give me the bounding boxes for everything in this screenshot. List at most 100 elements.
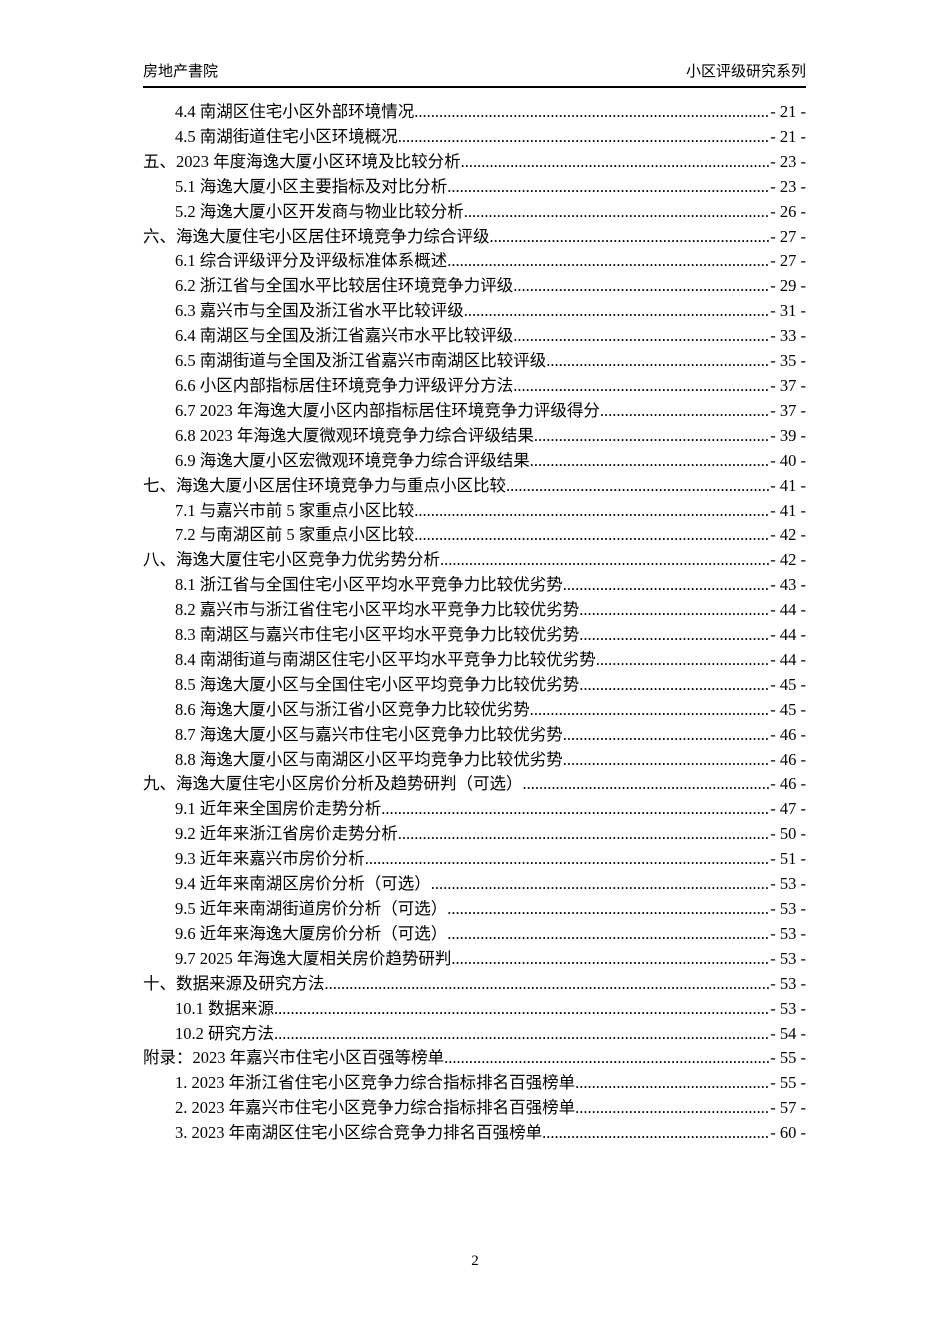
toc-entry-page-number: - 29 - bbox=[770, 276, 806, 296]
toc-dot-leader bbox=[381, 797, 770, 822]
toc-entry[interactable]: 8.5 海逸大厦小区与全国住宅小区平均竞争力比较优劣势 - 45 - bbox=[143, 673, 806, 698]
toc-entry[interactable]: 5.1 海逸大厦小区主要指标及对比分析 - 23 - bbox=[143, 175, 806, 200]
toc-entry[interactable]: 2. 2023 年嘉兴市住宅小区竞争力综合指标排名百强榜单 - 57 - bbox=[143, 1096, 806, 1121]
toc-dot-leader bbox=[464, 299, 771, 324]
toc-dot-leader bbox=[546, 349, 770, 374]
toc-dot-leader bbox=[464, 200, 771, 225]
toc-entry-title: 6.2 浙江省与全国水平比较居住环境竞争力评级 bbox=[175, 276, 514, 296]
toc-entry-page-number: - 51 - bbox=[770, 849, 806, 869]
toc-entry[interactable]: 8.3 南湖区与嘉兴市住宅小区平均水平竞争力比较优劣势 - 44 - bbox=[143, 623, 806, 648]
toc-entry-page-number: - 31 - bbox=[770, 301, 806, 321]
toc-entry[interactable]: 附录：2023 年嘉兴市住宅小区百强等榜单 - 55 - bbox=[143, 1046, 806, 1071]
toc-dot-leader bbox=[579, 598, 770, 623]
toc-entry[interactable]: 9.5 近年来南湖街道房价分析（可选） - 53 - bbox=[143, 897, 806, 922]
toc-dot-leader bbox=[274, 997, 770, 1022]
toc-entry[interactable]: 9.7 2025 年海逸大厦相关房价趋势研判 - 53 - bbox=[143, 947, 806, 972]
toc-entry-title: 9.4 近年来南湖区房价分析（可选） bbox=[175, 874, 431, 894]
toc-entry-page-number: - 42 - bbox=[770, 525, 806, 545]
toc-entry-title: 8.6 海逸大厦小区与浙江省小区竞争力比较优劣势 bbox=[175, 699, 530, 719]
toc-entry-page-number: - 41 - bbox=[770, 475, 806, 495]
toc-entry[interactable]: 九、海逸大厦住宅小区房价分析及趋势研判（可选） - 46 - bbox=[143, 772, 806, 797]
header-right-title: 小区评级研究系列 bbox=[685, 63, 806, 80]
toc-entry[interactable]: 10.2 研究方法 - 54 - bbox=[143, 1022, 806, 1047]
toc-entry-page-number: - 46 - bbox=[770, 774, 806, 794]
toc-entry-page-number: - 54 - bbox=[770, 1023, 806, 1043]
toc-entry[interactable]: 9.2 近年来浙江省房价走势分析 - 50 - bbox=[143, 822, 806, 847]
toc-entry-title: 10.2 研究方法 bbox=[175, 1023, 274, 1043]
toc-entry[interactable]: 8.4 南湖街道与南湖区住宅小区平均水平竞争力比较优劣势 - 44 - bbox=[143, 648, 806, 673]
toc-entry[interactable]: 4.4 南湖区住宅小区外部环境情况 - 21 - bbox=[143, 100, 806, 125]
toc-entry[interactable]: 7.2 与南湖区前 5 家重点小区比较 - 42 - bbox=[143, 523, 806, 548]
toc-entry-page-number: - 53 - bbox=[770, 899, 806, 918]
toc-entry-title: 8.1 浙江省与全国住宅小区平均水平竞争力比较优劣势 bbox=[175, 575, 563, 595]
toc-entry[interactable]: 8.7 海逸大厦小区与嘉兴市住宅小区竞争力比较优劣势 - 46 - bbox=[143, 723, 806, 748]
toc-dot-leader bbox=[513, 274, 770, 299]
toc-entry[interactable]: 9.4 近年来南湖区房价分析（可选） - 53 - bbox=[143, 872, 806, 897]
toc-entry[interactable]: 8.8 海逸大厦小区与南湖区小区平均竞争力比较优劣势 - 46 - bbox=[143, 748, 806, 773]
toc-entry[interactable]: 10.1 数据来源 - 53 - bbox=[143, 997, 806, 1022]
toc-entry-page-number: - 27 - bbox=[770, 226, 806, 246]
toc-entry[interactable]: 9.3 近年来嘉兴市房价分析 - 51 - bbox=[143, 847, 806, 872]
toc-entry-page-number: - 50 - bbox=[770, 824, 806, 844]
toc-dot-leader bbox=[447, 922, 770, 947]
toc-entry[interactable]: 6.1 综合评级评分及评级标准体系概述 - 27 - bbox=[143, 249, 806, 274]
toc-entry[interactable]: 8.2 嘉兴市与浙江省住宅小区平均水平竞争力比较优劣势 - 44 - bbox=[143, 598, 806, 623]
toc-entry[interactable]: 8.1 浙江省与全国住宅小区平均水平竞争力比较优劣势 - 43 - bbox=[143, 573, 806, 598]
toc-entry-page-number: - 53 - bbox=[770, 998, 806, 1018]
toc-dot-leader bbox=[365, 847, 771, 872]
toc-entry-title: 6.6 小区内部指标居住环境竞争力评级评分方法 bbox=[175, 375, 514, 395]
toc-dot-leader bbox=[490, 225, 771, 250]
toc-entry[interactable]: 6.3 嘉兴市与全国及浙江省水平比较评级 - 31 - bbox=[143, 299, 806, 324]
toc-entry[interactable]: 9.6 近年来海逸大厦房价分析（可选） - 53 - bbox=[143, 922, 806, 947]
page-number: 2 bbox=[471, 1253, 479, 1269]
toc-entry-page-number: - 43 - bbox=[770, 575, 806, 595]
toc-entry[interactable]: 八、海逸大厦住宅小区竞争力优劣势分析 - 42 - bbox=[143, 548, 806, 573]
toc-entry-title: 7.2 与南湖区前 5 家重点小区比较 bbox=[175, 525, 415, 545]
toc-entry[interactable]: 6.2 浙江省与全国水平比较居住环境竞争力评级 - 29 - bbox=[143, 274, 806, 299]
toc-dot-leader bbox=[398, 822, 771, 847]
toc-entry[interactable]: 五、2023 年度海逸大厦小区环境及比较分析 - 23 - bbox=[143, 150, 806, 175]
toc-list: 4.4 南湖区住宅小区外部环境情况 - 21 - 4.5 南湖街道住宅小区环境概… bbox=[143, 100, 806, 1146]
toc-entry-title: 附录：2023 年嘉兴市住宅小区百强等榜单 bbox=[143, 1048, 445, 1068]
toc-entry-page-number: - 60 - bbox=[770, 1123, 806, 1143]
toc-entry-title: 3. 2023 年南湖区住宅小区综合竞争力排名百强榜单 bbox=[175, 1123, 543, 1143]
toc-entry-page-number: - 47 - bbox=[770, 799, 806, 819]
toc-entry-page-number: - 53 - bbox=[770, 874, 806, 894]
toc-entry-title: 8.2 嘉兴市与浙江省住宅小区平均水平竞争力比较优劣势 bbox=[175, 600, 580, 620]
toc-entry-page-number: - 45 - bbox=[770, 699, 806, 719]
toc-entry-page-number: - 33 - bbox=[770, 326, 806, 346]
toc-entry-title: 8.5 海逸大厦小区与全国住宅小区平均竞争力比较优劣势 bbox=[175, 674, 580, 694]
toc-dot-leader bbox=[563, 723, 771, 748]
toc-entry[interactable]: 4.5 南湖街道住宅小区环境概况 - 21 - bbox=[143, 125, 806, 150]
toc-entry[interactable]: 8.6 海逸大厦小区与浙江省小区竞争力比较优劣势 - 45 - bbox=[143, 698, 806, 723]
toc-entry-title: 七、海逸大厦小区居住环境竞争力与重点小区比较 bbox=[143, 475, 506, 495]
toc-entry[interactable]: 5.2 海逸大厦小区开发商与物业比较分析 - 26 - bbox=[143, 200, 806, 225]
toc-entry[interactable]: 9.1 近年来全国房价走势分析 - 47 - bbox=[143, 797, 806, 822]
toc-entry[interactable]: 6.6 小区内部指标居住环境竞争力评级评分方法 - 37 - bbox=[143, 374, 806, 399]
toc-entry[interactable]: 1. 2023 年浙江省住宅小区竞争力综合指标排名百强榜单 - 55 - bbox=[143, 1071, 806, 1096]
toc-entry-page-number: - 40 - bbox=[770, 450, 806, 470]
toc-entry[interactable]: 6.9 海逸大厦小区宏微观环境竞争力综合评级结果 - 40 - bbox=[143, 449, 806, 474]
header-left-title: 房地产書院 bbox=[143, 63, 219, 80]
toc-entry-page-number: - 46 - bbox=[770, 749, 806, 769]
toc-entry[interactable]: 7.1 与嘉兴市前 5 家重点小区比较 - 41 - bbox=[143, 499, 806, 524]
toc-entry[interactable]: 6.5 南湖街道与全国及浙江省嘉兴市南湖区比较评级 - 35 - bbox=[143, 349, 806, 374]
toc-entry-title: 9.7 2025 年海逸大厦相关房价趋势研判 bbox=[175, 948, 452, 968]
toc-dot-leader bbox=[506, 474, 770, 499]
toc-entry[interactable]: 6.8 2023 年海逸大厦微观环境竞争力综合评级结果 - 39 - bbox=[143, 424, 806, 449]
toc-entry-title: 1. 2023 年浙江省住宅小区竞争力综合指标排名百强榜单 bbox=[175, 1073, 576, 1093]
toc-entry-title: 5.1 海逸大厦小区主要指标及对比分析 bbox=[175, 176, 448, 196]
toc-entry[interactable]: 七、海逸大厦小区居住环境竞争力与重点小区比较 - 41 - bbox=[143, 474, 806, 499]
toc-entry-page-number: - 21 - bbox=[770, 126, 806, 146]
toc-entry[interactable]: 6.4 南湖区与全国及浙江省嘉兴市水平比较评级 - 33 - bbox=[143, 324, 806, 349]
toc-entry-title: 六、海逸大厦住宅小区居住环境竞争力综合评级 bbox=[143, 226, 490, 246]
toc-dot-leader bbox=[461, 150, 771, 175]
toc-entry-page-number: - 46 - bbox=[770, 724, 806, 744]
toc-dot-leader bbox=[596, 648, 771, 673]
toc-entry[interactable]: 六、海逸大厦住宅小区居住环境竞争力综合评级 - 27 - bbox=[143, 225, 806, 250]
toc-dot-leader bbox=[444, 1046, 770, 1071]
toc-entry[interactable]: 十、数据来源及研究方法 - 53 - bbox=[143, 972, 806, 997]
toc-entry[interactable]: 3. 2023 年南湖区住宅小区综合竞争力排名百强榜单 - 60 - bbox=[143, 1121, 806, 1146]
toc-entry[interactable]: 6.7 2023 年海逸大厦小区内部指标居住环境竞争力评级得分 - 37 - bbox=[143, 399, 806, 424]
